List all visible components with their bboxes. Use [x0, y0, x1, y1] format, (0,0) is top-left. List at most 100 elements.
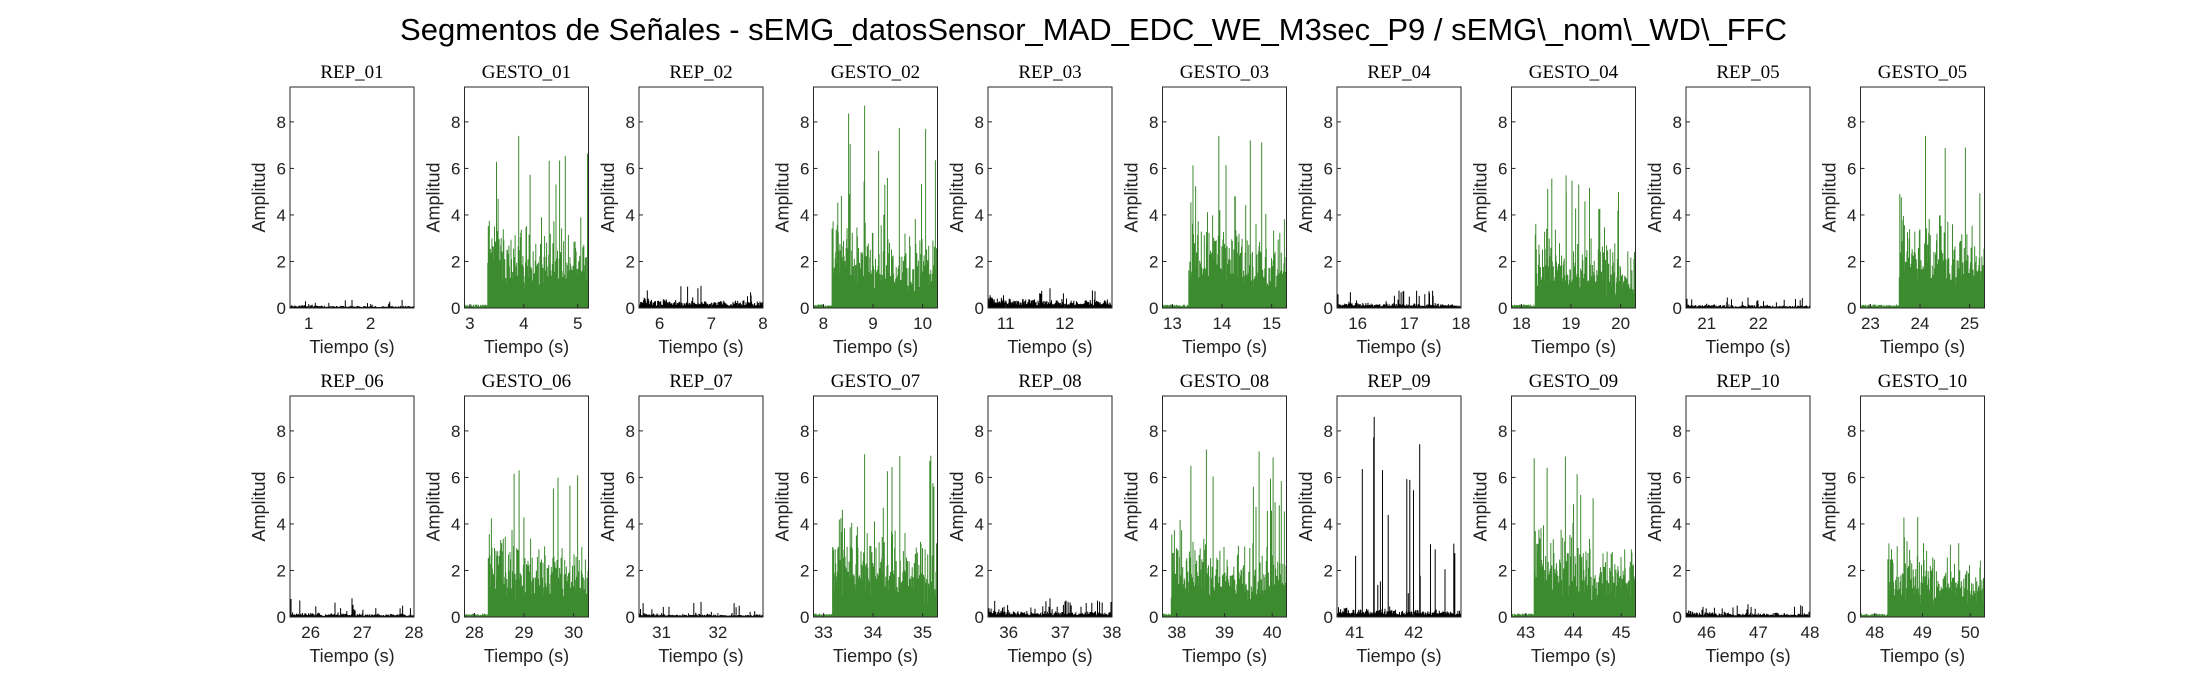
y-tick-label: 8	[1324, 113, 1333, 132]
x-tick-label: 37	[1051, 623, 1070, 642]
signal-series	[290, 598, 414, 617]
y-tick-label: 8	[626, 422, 635, 441]
signal-series	[1337, 290, 1461, 308]
subplot-gesto-06: GESTO_06 0 2 4 6 8 28 29 30 Tiempo (s) Amplitud	[424, 371, 589, 666]
x-axis-label: Tiempo (s)	[1531, 337, 1616, 357]
x-tick-label: 44	[1564, 623, 1583, 642]
y-axis-label: Amplitud	[1471, 162, 1491, 232]
y-tick-label: 2	[1324, 252, 1333, 271]
y-axis-label: Amplitud	[1122, 162, 1142, 232]
y-axis-label: Amplitud	[249, 471, 269, 541]
y-tick-label: 0	[277, 299, 286, 318]
y-tick-label: 8	[800, 113, 809, 132]
subplot-rep-02: REP_02 0 2 4 6 8 6 7 8 Tiempo (s) Amplitud	[598, 62, 768, 357]
y-tick-label: 4	[800, 515, 809, 534]
y-tick-label: 6	[1673, 159, 1682, 178]
y-tick-label: 0	[1149, 608, 1158, 627]
y-tick-label: 2	[800, 561, 809, 580]
x-tick-label: 29	[515, 623, 534, 642]
y-tick-label: 6	[1498, 468, 1507, 487]
subplot-title: GESTO_03	[1180, 62, 1269, 83]
y-tick-label: 4	[1324, 206, 1333, 225]
y-axis-label: Amplitud	[1820, 471, 1840, 541]
y-tick-label: 6	[975, 159, 984, 178]
axes-box	[987, 395, 1113, 618]
y-tick-label: 8	[1149, 113, 1158, 132]
y-tick-label: 6	[1847, 468, 1856, 487]
y-tick-label: 0	[800, 608, 809, 627]
subplot-title: GESTO_06	[482, 371, 571, 392]
signal-series	[1860, 517, 1985, 617]
y-tick-label: 6	[451, 159, 460, 178]
x-axis-label: Tiempo (s)	[1705, 337, 1790, 357]
x-tick-label: 49	[1913, 623, 1932, 642]
y-tick-label: 6	[1847, 159, 1856, 178]
x-tick-label: 4	[519, 314, 528, 333]
y-tick-label: 4	[451, 206, 460, 225]
subplot-title: REP_02	[669, 62, 732, 83]
y-axis-label: Amplitud	[249, 162, 269, 232]
x-tick-label: 31	[652, 623, 671, 642]
y-tick-label: 8	[1847, 422, 1856, 441]
x-tick-label: 39	[1215, 623, 1234, 642]
y-axis-label: Amplitud	[1122, 471, 1142, 541]
x-tick-label: 13	[1163, 314, 1182, 333]
y-tick-label: 4	[1324, 515, 1333, 534]
subplot-title: REP_09	[1367, 371, 1430, 392]
x-tick-label: 22	[1749, 314, 1768, 333]
x-axis-label: Tiempo (s)	[484, 646, 569, 666]
y-tick-label: 0	[1847, 608, 1856, 627]
x-tick-label: 5	[573, 314, 582, 333]
subplot-rep-08: REP_08 0 2 4 6 8 36 37 38 Tiempo (s) Amplitud	[947, 371, 1121, 666]
signal-series	[988, 598, 1112, 617]
y-tick-label: 2	[975, 252, 984, 271]
y-tick-label: 2	[451, 561, 460, 580]
x-tick-label: 27	[353, 623, 372, 642]
y-tick-label: 0	[451, 299, 460, 318]
y-tick-label: 2	[1847, 561, 1856, 580]
y-tick-label: 0	[1149, 299, 1158, 318]
axes-box	[987, 86, 1113, 309]
signal-series	[639, 285, 763, 308]
subplot-title: REP_10	[1716, 371, 1779, 392]
axes-box	[813, 395, 938, 618]
x-axis-label: Tiempo (s)	[1182, 646, 1267, 666]
y-tick-label: 8	[1324, 422, 1333, 441]
y-tick-label: 4	[626, 515, 635, 534]
y-tick-label: 8	[451, 113, 460, 132]
x-tick-label: 24	[1911, 314, 1930, 333]
subplot-title: GESTO_07	[831, 371, 920, 392]
y-tick-label: 2	[1498, 561, 1507, 580]
subplot-title: GESTO_10	[1878, 371, 1967, 392]
x-tick-label: 2	[366, 314, 375, 333]
y-axis-label: Amplitud	[1471, 471, 1491, 541]
y-tick-label: 8	[975, 113, 984, 132]
x-tick-label: 1	[304, 314, 313, 333]
x-tick-label: 11	[997, 314, 1015, 333]
subplot-rep-04: REP_04 0 2 4 6 8 16 17 18 Tiempo (s) Amplitud	[1296, 62, 1470, 357]
y-tick-label: 6	[1324, 468, 1333, 487]
x-tick-label: 18	[1452, 314, 1471, 333]
y-tick-label: 6	[975, 468, 984, 487]
x-axis-label: Tiempo (s)	[658, 646, 743, 666]
x-tick-label: 40	[1263, 623, 1282, 642]
y-tick-label: 0	[626, 608, 635, 627]
y-tick-label: 4	[1498, 206, 1507, 225]
y-tick-label: 8	[1847, 113, 1856, 132]
subplot-gesto-08: GESTO_08 0 2 4 6 8 38 39 40 Tiempo (s) Amplitud	[1122, 371, 1287, 666]
y-tick-label: 4	[451, 515, 460, 534]
x-tick-label: 48	[1801, 623, 1820, 642]
y-axis-label: Amplitud	[1296, 471, 1316, 541]
y-tick-label: 8	[1673, 113, 1682, 132]
y-axis-label: Amplitud	[1296, 162, 1316, 232]
axes-box	[1511, 86, 1636, 309]
x-axis-label: Tiempo (s)	[1880, 337, 1965, 357]
x-tick-label: 21	[1697, 314, 1716, 333]
y-axis-label: Amplitud	[424, 471, 444, 541]
x-tick-label: 8	[758, 314, 767, 333]
signal-series	[1162, 449, 1287, 617]
x-axis-label: Tiempo (s)	[484, 337, 569, 357]
x-axis-label: Tiempo (s)	[833, 646, 918, 666]
subplot-gesto-02: GESTO_02 0 2 4 6 8 8 9 10 Tiempo (s) Amplitud	[773, 62, 938, 357]
x-tick-label: 30	[564, 623, 583, 642]
